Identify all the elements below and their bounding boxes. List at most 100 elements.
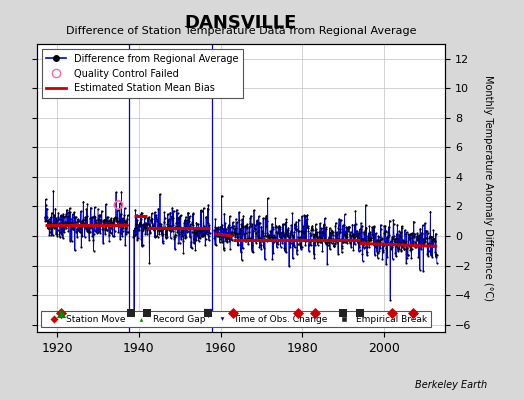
Point (117, 229, 125, 236)
Point (114, 207, 122, 214)
Point (371, 239, 379, 245)
Point (327, 227, 335, 233)
Point (408, 234, 417, 240)
Point (154, 234, 162, 240)
Point (77, 244, 85, 250)
Point (103, 227, 111, 234)
Point (278, 240, 287, 246)
Point (104, 224, 113, 230)
Point (176, 240, 184, 246)
Point (356, 246, 364, 253)
Point (194, 238, 203, 244)
Point (89, 222, 97, 228)
Point (219, 225, 227, 232)
Point (78, 232, 86, 239)
Point (380, 222, 388, 229)
Point (117, 189, 126, 195)
Point (249, 237, 258, 244)
Point (301, 212, 310, 219)
Point (430, 235, 439, 242)
Point (194, 227, 202, 234)
Point (57, 232, 66, 238)
Point (165, 226, 173, 233)
Point (240, 236, 248, 243)
Point (42, 205, 51, 212)
Point (140, 224, 148, 230)
Point (181, 231, 189, 238)
Point (384, 240, 392, 246)
Point (183, 220, 191, 226)
Point (282, 216, 290, 222)
Point (113, 218, 121, 224)
Point (233, 233, 241, 240)
Point (379, 248, 388, 255)
Point (260, 244, 268, 251)
Point (159, 238, 167, 244)
Point (244, 235, 252, 241)
Point (73, 226, 81, 233)
Point (239, 224, 247, 230)
Point (399, 240, 408, 246)
Point (64, 228, 72, 235)
Point (122, 231, 130, 238)
Point (352, 233, 361, 240)
Y-axis label: Monthly Temperature Anomaly Difference (°C): Monthly Temperature Anomaly Difference (… (483, 75, 493, 301)
Point (79, 198, 88, 205)
Point (351, 241, 359, 248)
Point (41, 217, 49, 224)
Point (285, 234, 293, 240)
Point (317, 239, 325, 246)
Point (424, 248, 433, 254)
Point (216, 224, 225, 230)
Point (292, 226, 301, 232)
Point (331, 223, 340, 229)
Point (110, 215, 118, 222)
Point (60, 225, 69, 232)
Point (119, 225, 127, 232)
Point (76, 224, 84, 231)
Point (328, 230, 336, 236)
Point (304, 248, 313, 254)
Point (120, 212, 128, 218)
Point (236, 226, 245, 232)
Point (421, 238, 430, 244)
Point (226, 224, 235, 230)
Point (42, 218, 51, 224)
Point (102, 201, 110, 208)
Point (168, 228, 177, 234)
Point (263, 230, 271, 236)
Point (137, 235, 146, 242)
Point (407, 254, 416, 261)
Point (293, 250, 301, 257)
Point (385, 218, 394, 224)
Point (198, 233, 206, 239)
Point (198, 208, 206, 214)
Point (96, 216, 105, 223)
Point (146, 229, 154, 236)
Point (348, 231, 357, 237)
Point (118, 228, 127, 235)
Point (116, 236, 124, 242)
Point (91, 217, 100, 223)
Point (392, 235, 400, 241)
Point (111, 228, 119, 234)
Point (50, 220, 59, 227)
Point (101, 231, 110, 237)
Point (330, 243, 339, 249)
Point (310, 310, 319, 316)
Point (262, 212, 270, 219)
Point (94, 228, 103, 234)
Point (182, 217, 191, 223)
Point (331, 241, 339, 247)
Point (220, 244, 228, 251)
Point (317, 225, 325, 232)
Point (389, 235, 397, 241)
Point (330, 243, 338, 249)
Point (141, 231, 149, 238)
Point (62, 210, 71, 217)
Point (227, 232, 235, 238)
Point (227, 237, 236, 244)
Point (424, 240, 432, 247)
Point (281, 230, 289, 237)
Point (129, 234, 138, 240)
